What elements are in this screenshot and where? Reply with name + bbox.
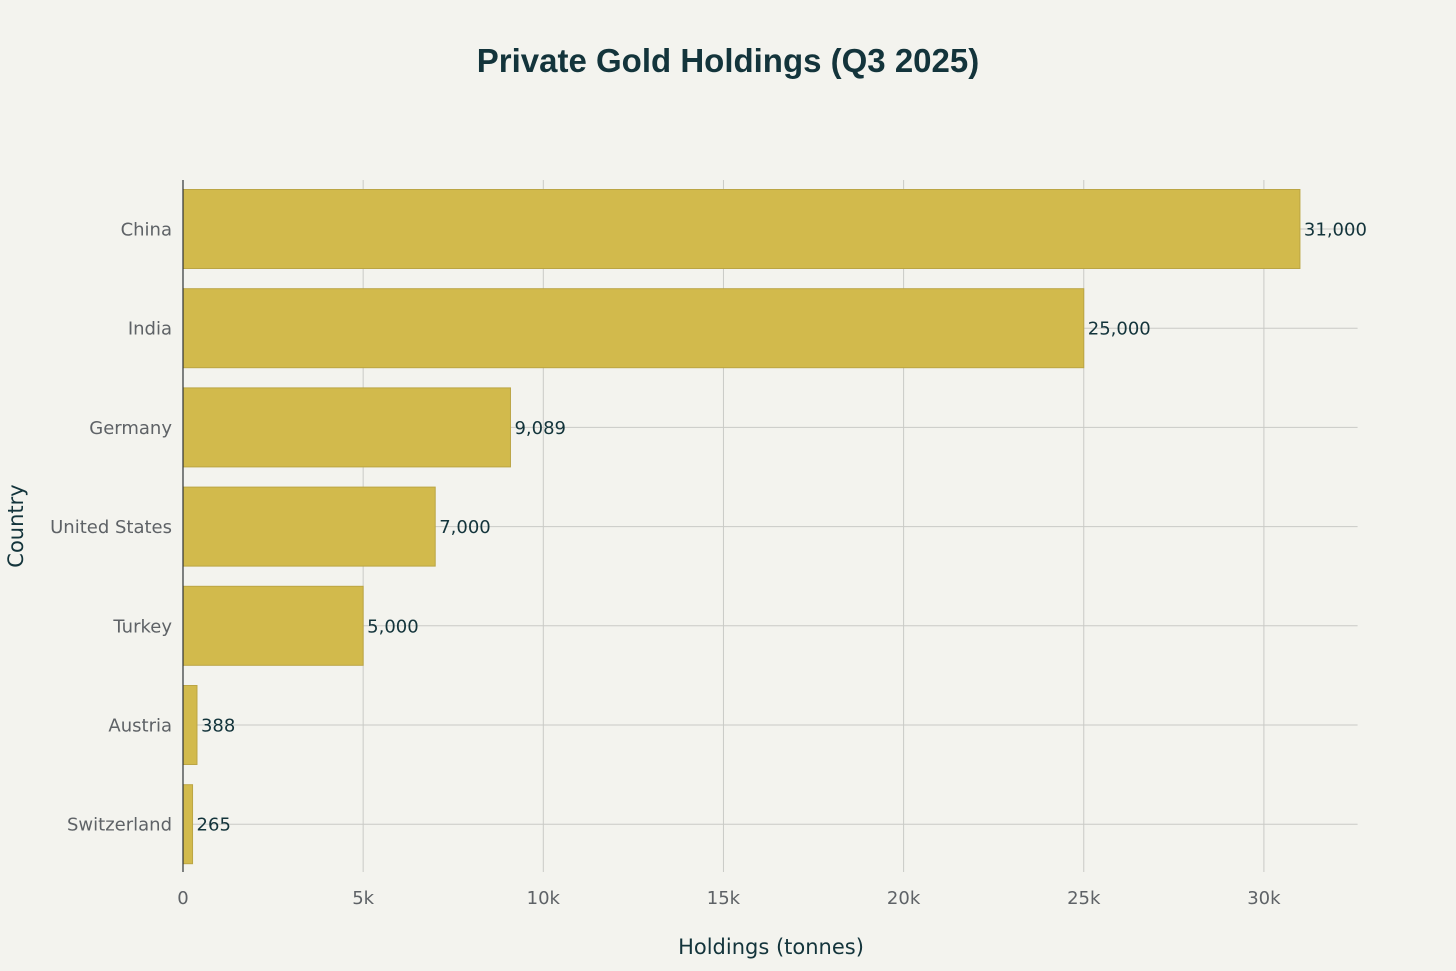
y-tick-label: Austria	[108, 716, 172, 737]
data-label: 9,089	[514, 418, 566, 439]
bars	[182, 189, 1301, 865]
data-label: 31,000	[1304, 220, 1367, 241]
y-tick-label: India	[128, 319, 172, 340]
y-axis-title: Country	[4, 484, 28, 567]
y-tick-label: Switzerland	[67, 815, 172, 836]
x-tick-label: 20k	[887, 888, 921, 909]
data-label: 7,000	[439, 517, 491, 538]
y-axis-ticks: China India Germany United States Turkey Aust…	[50, 220, 172, 836]
bar-united-states	[182, 486, 436, 567]
data-label: 388	[201, 716, 235, 737]
x-tick-label: 15k	[707, 888, 741, 909]
x-tick-label: 5k	[352, 888, 374, 909]
y-tick-label: China	[121, 220, 172, 241]
data-labels: 31,000 25,000 9,089 7,000 5,000 388 265	[197, 220, 1367, 836]
x-tick-label: 10k	[527, 888, 561, 909]
data-label: 25,000	[1088, 319, 1151, 340]
x-tick-label: 25k	[1067, 888, 1101, 909]
x-axis-ticks: 0 5k 10k 15k 20k 25k 30k	[177, 888, 1281, 909]
y-tick-label: Germany	[89, 418, 172, 439]
grid-lines	[183, 180, 1358, 872]
bar-china	[182, 189, 1301, 269]
bar-austria	[182, 685, 198, 765]
x-tick-label: 0	[177, 888, 188, 909]
data-label: 5,000	[367, 616, 419, 637]
bar-germany	[182, 387, 511, 468]
x-tick-label: 30k	[1247, 888, 1281, 909]
chart-title: Private Gold Holdings (Q3 2025)	[477, 42, 979, 79]
bar-india	[182, 288, 1085, 369]
y-tick-label: Turkey	[112, 616, 172, 637]
bar-switzerland	[182, 784, 194, 865]
bar-turkey	[182, 585, 364, 666]
y-tick-label: United States	[50, 517, 172, 538]
data-label: 265	[197, 815, 231, 836]
x-axis-title: Holdings (tonnes)	[678, 935, 864, 959]
